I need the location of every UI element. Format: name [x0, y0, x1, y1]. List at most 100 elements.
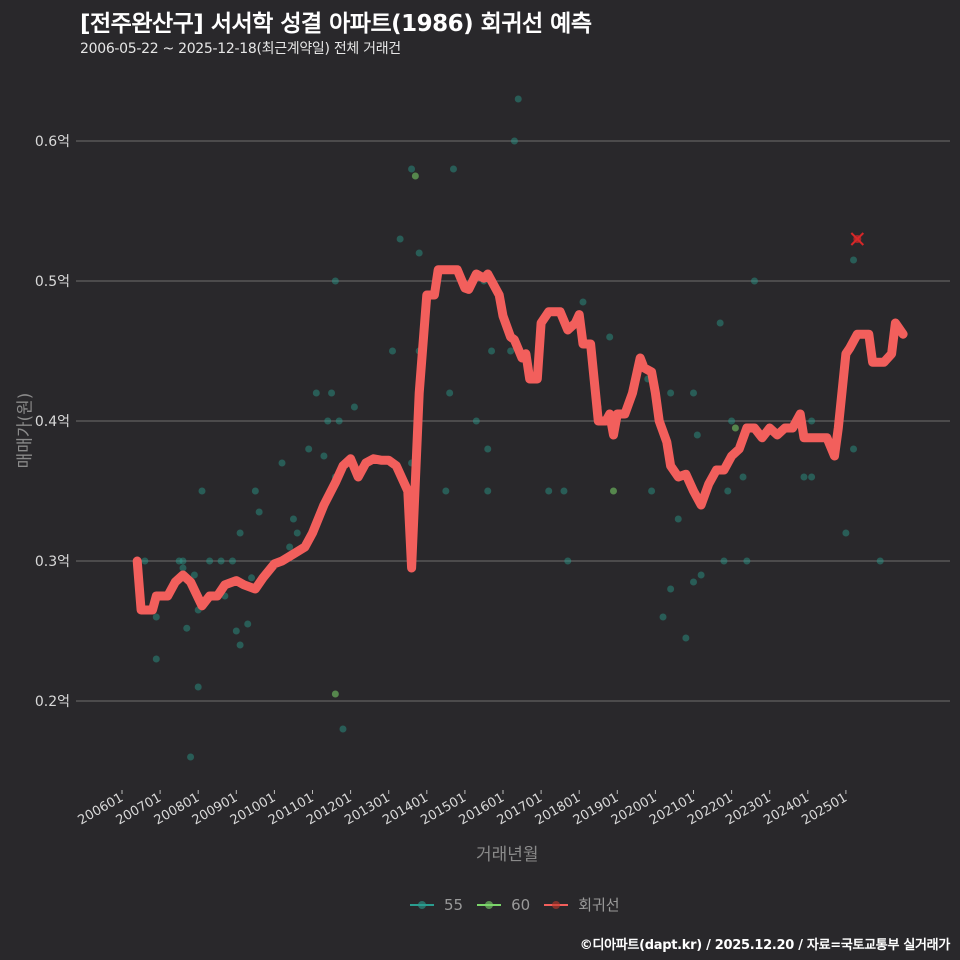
data-point: [800, 473, 808, 481]
data-point: [442, 487, 450, 495]
y-tick-label: 0.3억: [35, 554, 70, 570]
data-point: [842, 529, 850, 537]
legend-item-regression[interactable]: 회귀선: [544, 894, 620, 915]
regression-line: [132, 265, 908, 615]
data-point: [408, 165, 416, 173]
data-point: [339, 725, 347, 733]
data-point: [808, 473, 816, 481]
data-point: [217, 557, 225, 565]
data-point: [320, 452, 328, 460]
y-axis-label: 매매가(원): [15, 392, 36, 469]
data-point: [293, 529, 301, 537]
data-point: [510, 137, 518, 145]
data-point: [236, 641, 244, 649]
data-point: [236, 529, 244, 537]
data-point: [228, 557, 236, 565]
data-point: [564, 557, 572, 565]
data-point: [179, 564, 187, 572]
data-point: [690, 578, 697, 586]
predicted-marker-icon: [850, 232, 865, 246]
data-point: [198, 487, 206, 495]
data-point: [328, 389, 336, 397]
data-point: [446, 389, 454, 397]
legend-item-55[interactable]: 55: [410, 896, 463, 914]
data-point: [682, 634, 690, 642]
data-point: [286, 543, 294, 551]
y-tick-label: 0.4억: [35, 414, 70, 430]
data-point: [248, 574, 256, 582]
legend-label: 55: [444, 895, 464, 914]
data-point: [876, 557, 884, 565]
data-point: [739, 473, 747, 481]
data-point: [312, 389, 320, 397]
data-point: [305, 445, 313, 453]
data-point: [152, 613, 160, 621]
legend-label: 60: [511, 895, 531, 914]
data-point: [415, 249, 423, 257]
data-point: [206, 557, 214, 565]
data-point: [850, 256, 858, 264]
data-point: [667, 389, 675, 397]
data-point: [579, 298, 587, 306]
data-point: [251, 487, 259, 495]
data-point: [808, 417, 816, 425]
data-point: [693, 431, 701, 439]
y-tick-label: 0.5억: [35, 274, 70, 290]
data-point: [545, 487, 553, 495]
data-point: [232, 627, 240, 635]
data-point: [194, 683, 202, 691]
data-point: [183, 624, 191, 632]
data-point: [648, 487, 656, 495]
data-point: [152, 655, 160, 663]
y-tick-label: 0.6억: [35, 134, 70, 150]
data-point: [674, 515, 682, 523]
data-point: [690, 389, 697, 397]
data-point: [750, 277, 758, 285]
x-axis-label: 거래년월: [476, 845, 539, 865]
legend: 55 60 회귀선: [410, 894, 628, 915]
data-point: [472, 417, 480, 425]
legend-item-60[interactable]: 60: [477, 896, 530, 914]
data-point: [560, 487, 568, 495]
data-point: [449, 165, 457, 173]
data-point: [411, 172, 419, 180]
data-point: [609, 487, 617, 495]
data-point: [396, 235, 404, 243]
data-point: [331, 277, 339, 285]
data-point: [659, 613, 667, 621]
legend-key-icon: [544, 900, 569, 910]
legend-label: 회귀선: [578, 896, 620, 914]
data-point: [728, 417, 736, 425]
data-point: [743, 557, 751, 565]
x-axis-ticks: 2006012007012008012009012010012011012012…: [76, 790, 850, 828]
data-point: [606, 333, 614, 341]
y-tick-label: 0.2억: [35, 694, 70, 710]
data-point: [324, 417, 332, 425]
data-point: [484, 487, 492, 495]
data-point: [179, 557, 187, 565]
gridlines: [76, 140, 950, 702]
legend-key-icon: [477, 900, 502, 910]
legend-key-icon: [410, 900, 434, 910]
data-point: [720, 557, 728, 565]
series-55-points: [141, 95, 884, 761]
source-credit: ©디아파트(dapt.kr) / 2025.12.20 / 자료=국토교통부 실…: [579, 938, 951, 953]
data-point: [350, 403, 358, 411]
data-point: [335, 417, 343, 425]
data-point: [488, 347, 496, 355]
series-60-points: [331, 172, 739, 698]
data-point: [141, 557, 149, 565]
data-point: [289, 515, 297, 523]
data-point: [731, 424, 739, 432]
data-point: [175, 557, 183, 565]
data-point: [389, 347, 397, 355]
data-point: [724, 487, 732, 495]
chart-title: [전주완산구] 서서학 성결 아파트(1986) 회귀선 예측: [80, 11, 592, 37]
y-axis-ticks: 0.2억 0.3억 0.4억 0.5억 0.6억: [35, 134, 70, 710]
data-point: [244, 620, 252, 628]
data-point: [514, 95, 522, 103]
data-point: [716, 319, 724, 327]
data-point: [331, 690, 339, 698]
chart-subtitle: 2006-05-22 ~ 2025-12-18(최근계약일) 전체 거래건: [80, 41, 401, 57]
